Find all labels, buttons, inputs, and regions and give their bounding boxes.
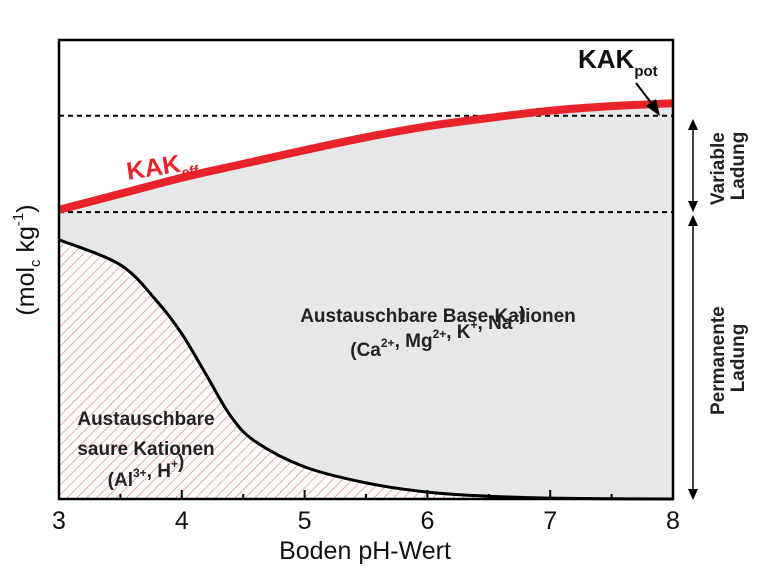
base-cations-ions: (Ca2+, Mg2+, K+, Na+) [350,304,526,361]
x-ticks [58,490,674,499]
y-label-mid: kg [12,226,40,259]
kak-pot-label: KAKpot [578,44,658,80]
x-tick-labels: 3 4 5 6 7 8 [52,507,680,535]
ion-text: , Na [478,313,513,334]
kak-pot-main: KAK [578,44,635,74]
x-tick-label: 8 [666,507,680,535]
variable-charge-line2: Ladung [728,132,749,201]
ion-charge: 2+ [381,336,395,350]
kak-eff-sub: eff [180,162,200,181]
acid-cations-label-line1: Austauschbare [77,409,214,430]
ion-text: (Al [108,470,133,491]
y-label-sup: -1 [10,213,27,226]
x-axis-label: Boden pH-Wert [279,537,451,565]
acid-cations-ions: (Al3+, H+) [108,452,185,491]
ion-charge: + [171,457,178,471]
ion-text: ) [178,452,184,473]
ion-text: ) [519,304,525,325]
kak-pot-arrow-shaft [635,82,653,105]
variable-charge-label: Variable Ladung [708,127,749,205]
ion-charge: + [512,309,519,323]
y-label-close: ) [12,204,40,212]
base-cations-label: Austauschbare Base-Kationen [300,306,576,327]
kak-pot-sub: pot [634,63,657,80]
ion-charge: 3+ [133,466,147,480]
ion-text: , H [147,461,171,482]
ion-charge: + [471,318,478,332]
permanent-charge-label: Permanente Ladung [708,301,749,415]
kak-eff-curve [58,99,674,214]
x-tick-label: 7 [543,507,557,535]
x-tick-label: 4 [175,507,189,535]
ion-charge: 2+ [433,327,447,341]
x-tick-label: 3 [52,507,66,535]
acid-cations-area [59,239,673,499]
y-label-open: (mol [12,267,40,316]
y-axis-label: (molc kg-1) [10,204,44,315]
permanent-charge-line1: Permanente [708,306,729,415]
permanent-charge-arrow [688,215,698,500]
x-tick-label: 6 [420,507,434,535]
ion-text: , K [446,322,471,343]
variable-charge-line1: Variable [708,132,729,205]
ion-text: (Ca [350,340,381,361]
y-label-sub: c [27,259,44,267]
x-tick-label: 5 [298,507,312,535]
acid-cations-label-line2: saure Kationen [77,439,214,460]
ion-text: , Mg [395,331,433,352]
variable-charge-arrow [688,119,698,212]
permanent-charge-line2: Ladung [728,324,749,393]
kak-pot-arrow-head [646,99,660,116]
